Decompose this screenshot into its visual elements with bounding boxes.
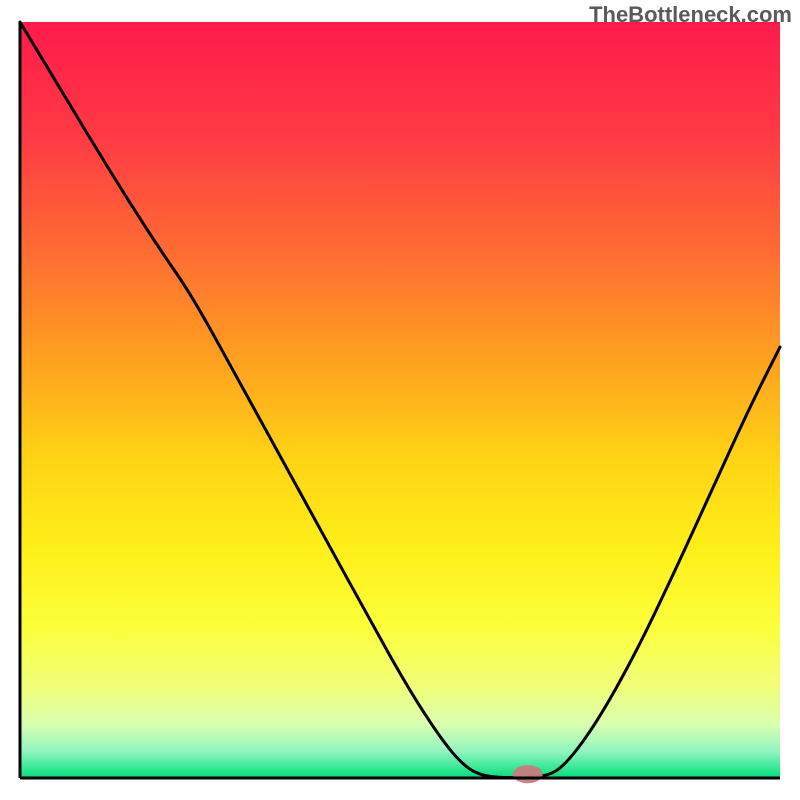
plot-background	[20, 22, 780, 778]
chart-container: { "watermark": { "text": "TheBottleneck.…	[0, 0, 800, 800]
bottleneck-chart	[0, 0, 800, 800]
watermark-text: TheBottleneck.com	[589, 2, 792, 28]
optimal-marker	[513, 765, 543, 783]
